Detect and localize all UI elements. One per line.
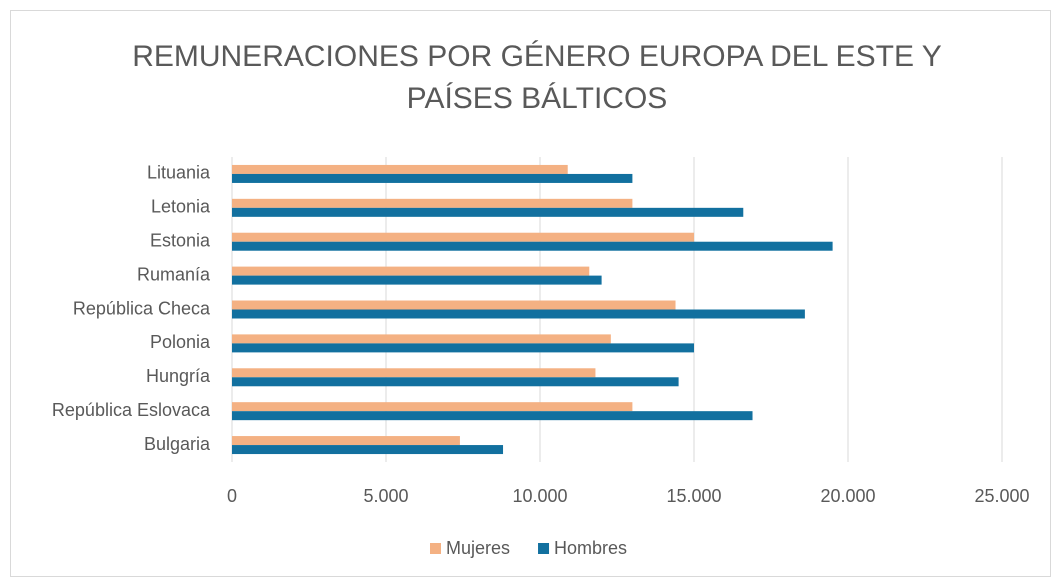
- legend-swatch: [430, 543, 441, 554]
- x-tick-label: 25.000: [974, 486, 1029, 506]
- y-tick-label: República Checa: [73, 298, 211, 318]
- legend-swatch: [538, 543, 550, 554]
- y-tick-label: Rumanía: [137, 264, 211, 284]
- x-tick-label: 5.000: [363, 486, 408, 506]
- bar: [232, 402, 633, 412]
- y-tick-label: Bulgaria: [144, 434, 211, 454]
- bar: [232, 334, 611, 344]
- y-tick-label: Letonia: [151, 197, 211, 217]
- bar: [232, 309, 805, 319]
- legend-label: Hombres: [554, 538, 627, 558]
- bar: [232, 436, 460, 446]
- bar: [232, 445, 504, 455]
- y-tick-label: Estonia: [150, 230, 211, 250]
- y-tick-label: Hungría: [146, 366, 211, 386]
- bar: [232, 368, 596, 378]
- x-tick-label: 10.000: [512, 486, 567, 506]
- bar: [232, 275, 602, 285]
- bar: [232, 411, 753, 421]
- bar: [232, 266, 590, 276]
- bar: [232, 343, 694, 353]
- bar: [232, 241, 833, 251]
- legend-label: Mujeres: [446, 538, 510, 558]
- bar: [232, 164, 568, 174]
- chart-frame: [10, 10, 1051, 577]
- x-tick-label: 0: [227, 486, 237, 506]
- y-tick-label: Polonia: [150, 332, 211, 352]
- bar: [232, 173, 633, 183]
- bar: [232, 207, 744, 217]
- bar: [232, 377, 679, 387]
- bar: [232, 232, 694, 242]
- chart-title: REMUNERACIONES POR GÉNERO EUROPA DEL EST…: [132, 40, 942, 115]
- x-tick-label: 15.000: [666, 486, 721, 506]
- y-tick-label: Lituania: [147, 163, 211, 183]
- bar: [232, 300, 676, 310]
- x-tick-label: 20.000: [820, 486, 875, 506]
- y-tick-label: República Eslovaca: [52, 400, 211, 420]
- bar: [232, 198, 633, 208]
